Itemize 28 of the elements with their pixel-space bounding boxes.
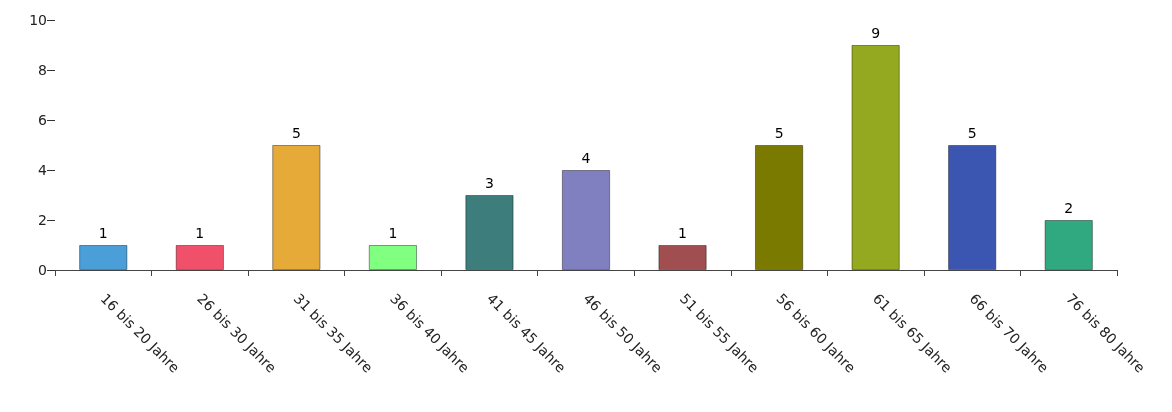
- y-tick-label: 10: [29, 12, 47, 28]
- bar: [79, 245, 128, 270]
- data-label: 1: [388, 225, 398, 241]
- data-label: 1: [678, 225, 688, 241]
- bar: [368, 245, 418, 270]
- bar: [658, 245, 707, 270]
- bar: [272, 145, 321, 270]
- data-label: 3: [484, 175, 494, 191]
- y-tick-label: 0: [38, 262, 47, 278]
- data-label: 1: [98, 225, 108, 241]
- y-tick-label: 8: [38, 62, 47, 78]
- y-tick-label: 6: [38, 112, 48, 128]
- data-label: 1: [195, 225, 205, 241]
- data-label: 5: [967, 125, 977, 141]
- bar: [1044, 220, 1093, 270]
- data-label: 5: [774, 125, 784, 141]
- bar: [465, 195, 514, 270]
- data-label: 9: [871, 25, 881, 41]
- bar: [754, 145, 804, 270]
- bar: [851, 45, 900, 270]
- bar: [561, 170, 611, 270]
- y-tick-label: 2: [38, 212, 47, 228]
- y-tick-label: 4: [38, 162, 48, 178]
- data-label: 2: [1064, 200, 1074, 216]
- data-label: 5: [291, 125, 301, 141]
- bar: [175, 245, 224, 270]
- data-label: 4: [581, 150, 591, 166]
- bar: [948, 145, 997, 270]
